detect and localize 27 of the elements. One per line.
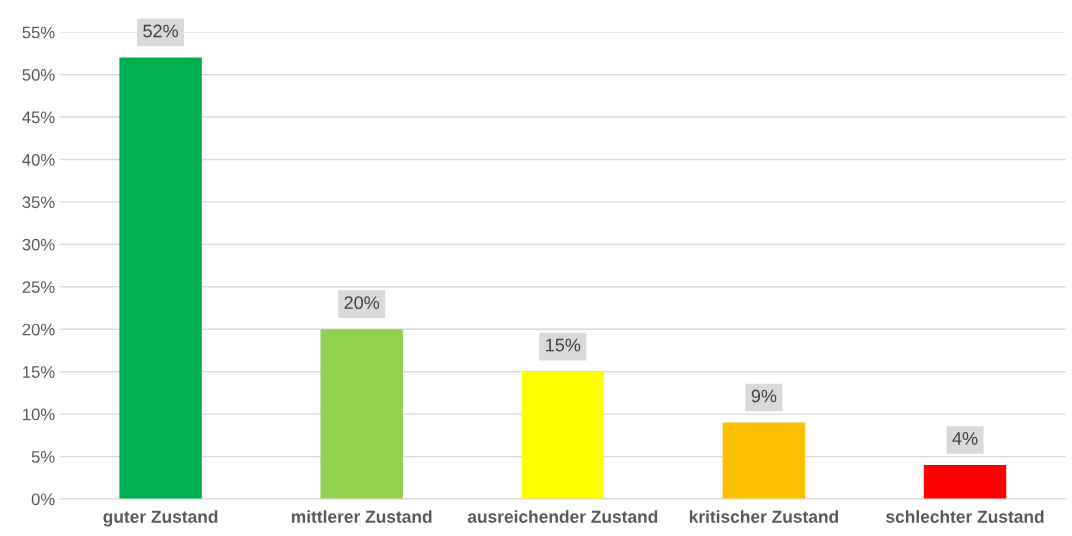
y-tick-label: 5% — [31, 451, 55, 463]
y-tick-label: 10% — [23, 408, 55, 421]
x-tick-label: kritischer Zustand — [689, 510, 839, 523]
data-label: 15% — [546, 338, 581, 352]
bar — [521, 371, 605, 500]
bar — [320, 329, 403, 500]
y-tick-label: 50% — [22, 69, 55, 81]
y-tick-label: 0% — [31, 493, 55, 506]
y-tick-label: 25% — [22, 281, 55, 294]
y-tick-label: 35% — [22, 196, 55, 209]
bar — [119, 57, 202, 500]
data-label: 9% — [751, 389, 777, 403]
y-tick-label: 30% — [22, 238, 55, 251]
y-tick-label: 15% — [23, 366, 55, 378]
y-tick-label: 45% — [22, 111, 55, 124]
x-tick-label: ausreichender Zustand — [467, 510, 658, 523]
data-label: 52% — [143, 24, 179, 38]
x-tick-label: mittlerer Zustand — [291, 510, 432, 523]
y-tick-label: 20% — [22, 323, 55, 336]
bar — [722, 422, 806, 500]
bar — [923, 465, 1007, 500]
y-tick-label: 55% — [22, 26, 55, 39]
data-label: 20% — [344, 296, 380, 310]
x-tick-label: guter Zustand — [103, 510, 218, 527]
y-tick-label: 40% — [22, 153, 55, 166]
x-tick-label: schlechter Zustand — [886, 510, 1044, 523]
data-label: 4% — [952, 432, 978, 445]
